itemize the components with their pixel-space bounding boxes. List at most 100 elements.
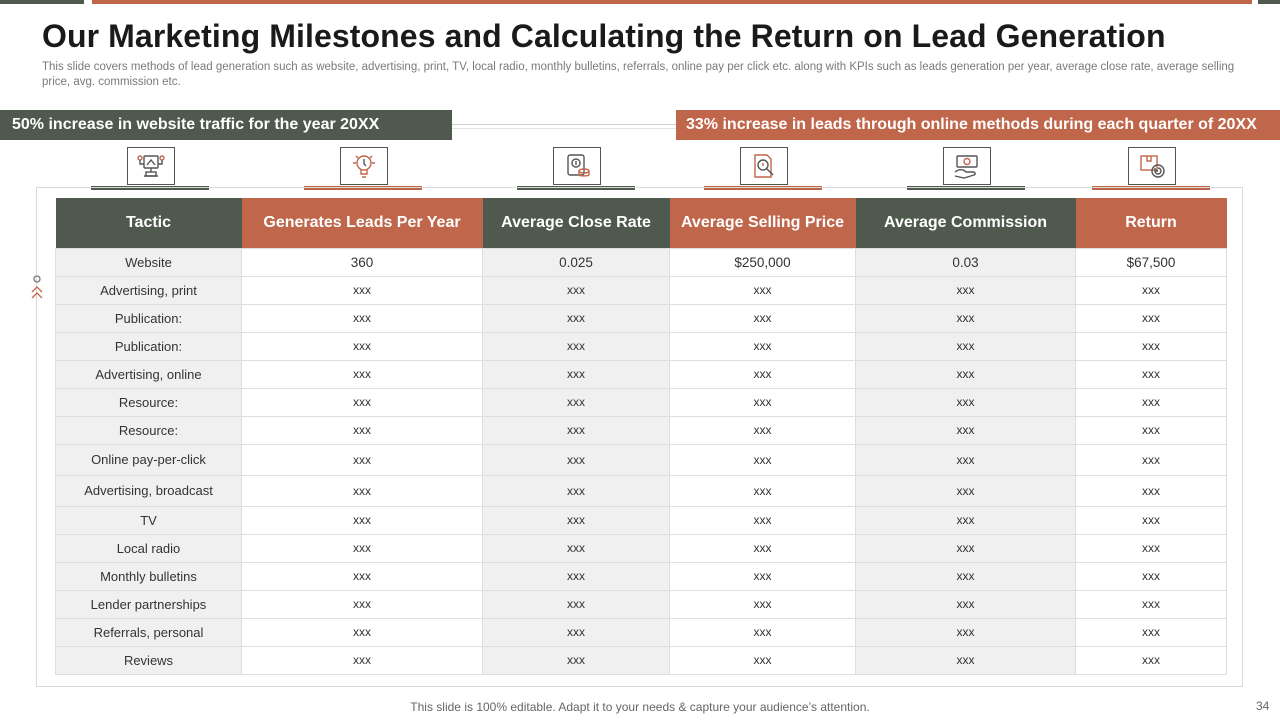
- icon-slot-5: [907, 147, 1025, 190]
- value-cell: xxx: [1075, 387, 1227, 417]
- tactic-cell: Resource:: [55, 387, 242, 417]
- table-row: Referrals, personal xxx xxx xxx xxx xxx: [55, 617, 1227, 647]
- slide-title: Our Marketing Milestones and Calculating…: [42, 18, 1166, 54]
- value-cell: xxx: [1075, 589, 1227, 619]
- tactic-cell: Advertising, online: [55, 359, 242, 389]
- value-cell: xxx: [669, 533, 856, 563]
- value-cell: xxx: [1075, 275, 1227, 305]
- value-cell: xxx: [1075, 303, 1227, 333]
- tactic-cell: Publication:: [55, 303, 242, 333]
- banner-connector-secondary: [452, 128, 676, 129]
- value-cell: xxx: [482, 275, 670, 305]
- table-header-row: Tactic Generates Leads Per Year Average …: [55, 198, 1227, 248]
- value-cell: xxx: [241, 331, 483, 361]
- value-cell: xxx: [482, 387, 670, 417]
- tactic-cell: Referrals, personal: [55, 617, 242, 647]
- value-cell: xxx: [855, 303, 1076, 333]
- value-cell: 0.025: [482, 247, 670, 277]
- value-cell: xxx: [241, 387, 483, 417]
- value-cell: xxx: [855, 387, 1076, 417]
- value-cell: xxx: [482, 443, 670, 476]
- table-row: Resource: xxx xxx xxx xxx xxx: [55, 415, 1227, 445]
- banner-connector: [452, 124, 676, 125]
- header-close-rate: Average Close Rate: [482, 198, 670, 248]
- value-cell: xxx: [855, 443, 1076, 476]
- value-cell: xxx: [669, 589, 856, 619]
- table-row: Website 360 0.025 $250,000 0.03 $67,500: [55, 247, 1227, 277]
- tactic-cell: Website: [55, 247, 242, 277]
- lead-generation-table: Tactic Generates Leads Per Year Average …: [55, 198, 1227, 675]
- value-cell: xxx: [855, 331, 1076, 361]
- value-cell: xxx: [669, 443, 856, 476]
- value-cell: xxx: [669, 474, 856, 507]
- header-return: Return: [1075, 198, 1227, 248]
- value-cell: xxx: [669, 303, 856, 333]
- value-cell: xxx: [482, 533, 670, 563]
- icon-slot-6: [1092, 147, 1210, 190]
- value-cell: xxx: [241, 474, 483, 507]
- cash-hand-icon: [954, 155, 978, 179]
- value-cell: xxx: [855, 415, 1076, 445]
- value-cell: xxx: [482, 359, 670, 389]
- tactic-cell: Lender partnerships: [55, 589, 242, 619]
- network-icon: [137, 155, 165, 177]
- top-accent-bar-dark: [0, 0, 84, 4]
- value-cell: xxx: [855, 359, 1076, 389]
- value-cell: xxx: [482, 645, 670, 675]
- table-row: TV xxx xxx xxx xxx xxx: [55, 505, 1227, 535]
- value-cell: xxx: [482, 415, 670, 445]
- value-cell: xxx: [1075, 533, 1227, 563]
- value-cell: xxx: [1075, 443, 1227, 476]
- table-row: Publication: xxx xxx xxx xxx xxx: [55, 331, 1227, 361]
- icon-slot-1: [91, 147, 209, 190]
- value-cell: xxx: [855, 275, 1076, 305]
- value-cell: xxx: [669, 505, 856, 535]
- banner-online-leads: 33% increase in leads through online met…: [676, 110, 1280, 140]
- value-cell: xxx: [482, 589, 670, 619]
- value-cell: xxx: [1075, 561, 1227, 591]
- value-cell: xxx: [855, 533, 1076, 563]
- value-cell: xxx: [482, 505, 670, 535]
- tactic-cell: Online pay-per-click: [55, 443, 242, 476]
- table-frame: [36, 187, 1243, 687]
- value-cell: xxx: [855, 474, 1076, 507]
- header-leads-per-year: Generates Leads Per Year: [241, 198, 483, 248]
- value-cell: xxx: [241, 443, 483, 476]
- tactic-cell: Publication:: [55, 331, 242, 361]
- footer-note: This slide is 100% editable. Adapt it to…: [410, 700, 870, 714]
- value-cell: xxx: [241, 533, 483, 563]
- search-document-icon: [754, 154, 774, 178]
- table-row: Publication: xxx xxx xxx xxx xxx: [55, 303, 1227, 333]
- top-accent-bar-end: [1258, 0, 1280, 4]
- tactic-cell: Advertising, print: [55, 275, 242, 305]
- value-cell: xxx: [855, 589, 1076, 619]
- tactic-cell: Local radio: [55, 533, 242, 563]
- value-cell: xxx: [241, 415, 483, 445]
- value-cell: xxx: [482, 474, 670, 507]
- table-row: Lender partnerships xxx xxx xxx xxx xxx: [55, 589, 1227, 619]
- tactic-cell: TV: [55, 505, 242, 535]
- tactic-cell: Monthly bulletins: [55, 561, 242, 591]
- table-row: Advertising, print xxx xxx xxx xxx xxx: [55, 275, 1227, 305]
- table-row: Reviews xxx xxx xxx xxx xxx: [55, 645, 1227, 675]
- value-cell: xxx: [241, 359, 483, 389]
- value-cell: xxx: [482, 303, 670, 333]
- value-cell: xxx: [482, 561, 670, 591]
- value-cell: xxx: [482, 617, 670, 647]
- value-cell: $250,000: [669, 247, 856, 277]
- value-cell: xxx: [855, 617, 1076, 647]
- value-cell: xxx: [241, 589, 483, 619]
- idea-icon: [353, 155, 375, 178]
- icon-slot-3: [517, 147, 635, 190]
- banner-website-traffic: 50% increase in website traffic for the …: [0, 110, 452, 140]
- table-row: Online pay-per-click xxx xxx xxx xxx xxx: [55, 443, 1227, 476]
- value-cell: xxx: [1075, 331, 1227, 361]
- top-accent-bar-orange: [92, 0, 1252, 4]
- value-cell: xxx: [1075, 359, 1227, 389]
- table-row: Advertising, broadcast xxx xxx xxx xxx xxx: [55, 474, 1227, 507]
- value-cell: xxx: [855, 505, 1076, 535]
- tactic-cell: Resource:: [55, 415, 242, 445]
- value-cell: xxx: [1075, 415, 1227, 445]
- value-cell: 0.03: [855, 247, 1076, 277]
- table-row: Monthly bulletins xxx xxx xxx xxx xxx: [55, 561, 1227, 591]
